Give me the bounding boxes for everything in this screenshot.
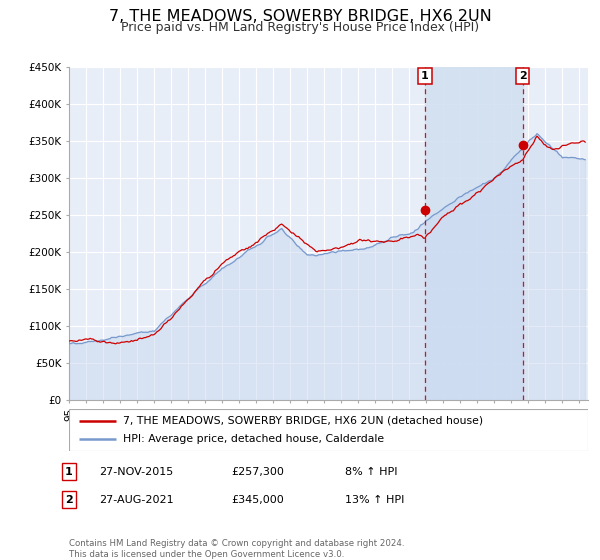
Text: 13% ↑ HPI: 13% ↑ HPI <box>345 494 404 505</box>
Text: HPI: Average price, detached house, Calderdale: HPI: Average price, detached house, Cald… <box>124 435 385 445</box>
Text: 1: 1 <box>65 466 73 477</box>
Text: £257,300: £257,300 <box>231 466 284 477</box>
Bar <box>425 67 523 400</box>
Text: 8% ↑ HPI: 8% ↑ HPI <box>345 466 398 477</box>
Text: 27-AUG-2021: 27-AUG-2021 <box>99 494 173 505</box>
Text: £345,000: £345,000 <box>231 494 284 505</box>
Text: 2: 2 <box>519 71 527 81</box>
Text: 7, THE MEADOWS, SOWERBY BRIDGE, HX6 2UN (detached house): 7, THE MEADOWS, SOWERBY BRIDGE, HX6 2UN … <box>124 416 484 426</box>
Text: 27-NOV-2015: 27-NOV-2015 <box>99 466 173 477</box>
Text: 2: 2 <box>65 494 73 505</box>
Text: Contains HM Land Registry data © Crown copyright and database right 2024.
This d: Contains HM Land Registry data © Crown c… <box>69 539 404 559</box>
Text: 7, THE MEADOWS, SOWERBY BRIDGE, HX6 2UN: 7, THE MEADOWS, SOWERBY BRIDGE, HX6 2UN <box>109 9 491 24</box>
Text: 1: 1 <box>421 71 429 81</box>
Text: Price paid vs. HM Land Registry's House Price Index (HPI): Price paid vs. HM Land Registry's House … <box>121 21 479 34</box>
